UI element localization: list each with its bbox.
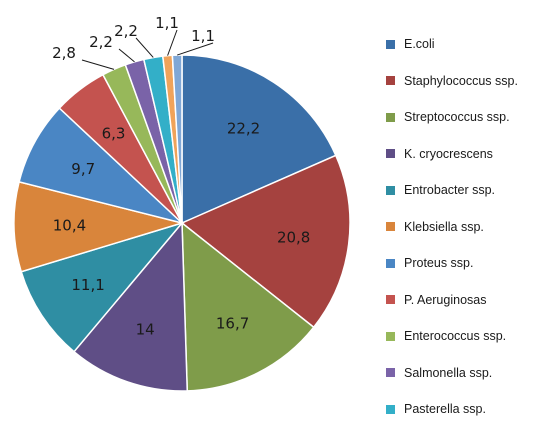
legend-item: K. cryocrescens [386, 146, 493, 162]
leader-line [177, 42, 214, 56]
legend-label: Enterococcus ssp. [404, 329, 507, 343]
pie-slice [72, 221, 189, 392]
legend-label: Staphylococcus ssp. [404, 73, 518, 88]
legend-item: P. Aeruginosas [386, 292, 486, 308]
legend-label: P. Aeruginosas [404, 292, 487, 307]
data-label: 2,2 [114, 22, 138, 40]
legend-label: E.coli [404, 37, 435, 51]
legend-label: Proteus ssp. [404, 256, 474, 270]
pie-slice [171, 54, 183, 224]
legend-item: E.coli [386, 36, 435, 52]
data-label: 20,8 [277, 228, 310, 246]
data-label: 9,7 [71, 160, 95, 178]
legend-item: Enterococcus ssp. [386, 328, 506, 344]
data-label: 16,7 [216, 315, 249, 333]
legend-swatch [386, 222, 395, 231]
legend-label: Klebsiella ssp. [404, 219, 484, 234]
legend-swatch [386, 331, 395, 341]
legend-item: Pasterella ssp. [386, 401, 486, 417]
leader-line [167, 29, 178, 56]
legend-swatch [386, 368, 395, 377]
data-label: 6,3 [102, 125, 126, 143]
data-label: 11,1 [71, 276, 104, 294]
legend-item: Proteus ssp. [386, 255, 473, 271]
legend-item: Salmonella ssp. [386, 365, 492, 381]
leader-line [135, 37, 154, 58]
legend-swatch [386, 295, 395, 304]
legend-swatch [386, 149, 395, 158]
data-label: 1,1 [155, 14, 179, 32]
legend-item: Staphylococcus ssp. [386, 73, 518, 89]
legend-item: Klebsiella ssp. [386, 219, 484, 235]
data-label: 22,2 [227, 120, 260, 138]
data-label: 1,1 [191, 27, 215, 45]
legend-label: Streptococcus ssp. [404, 110, 510, 124]
legend-item: Entrobacter ssp. [386, 182, 495, 198]
legend-swatch [386, 185, 395, 195]
legend-swatch [386, 258, 395, 268]
pie-slice [180, 154, 351, 329]
pie-slice [181, 221, 315, 392]
legend-item: Streptococcus ssp. [386, 109, 510, 125]
data-label: 14 [136, 320, 155, 338]
legend-label: K. cryocrescens [404, 146, 493, 161]
leader-line [118, 48, 135, 63]
legend-swatch [386, 39, 395, 49]
data-label: 2,8 [52, 44, 76, 62]
legend-swatch [386, 404, 395, 414]
pie-slice [20, 221, 185, 353]
data-label: 10,4 [53, 217, 86, 235]
pie-slice [13, 180, 185, 273]
legend-label: Salmonella ssp. [404, 365, 493, 380]
leader-line [81, 59, 115, 70]
legend-label: Pasterella ssp. [404, 402, 486, 416]
pie-slice [181, 54, 337, 225]
legend-swatch [386, 112, 395, 122]
legend-label: Entrobacter ssp. [404, 183, 496, 197]
legend-swatch [386, 76, 395, 85]
data-label: 2,2 [89, 33, 113, 51]
